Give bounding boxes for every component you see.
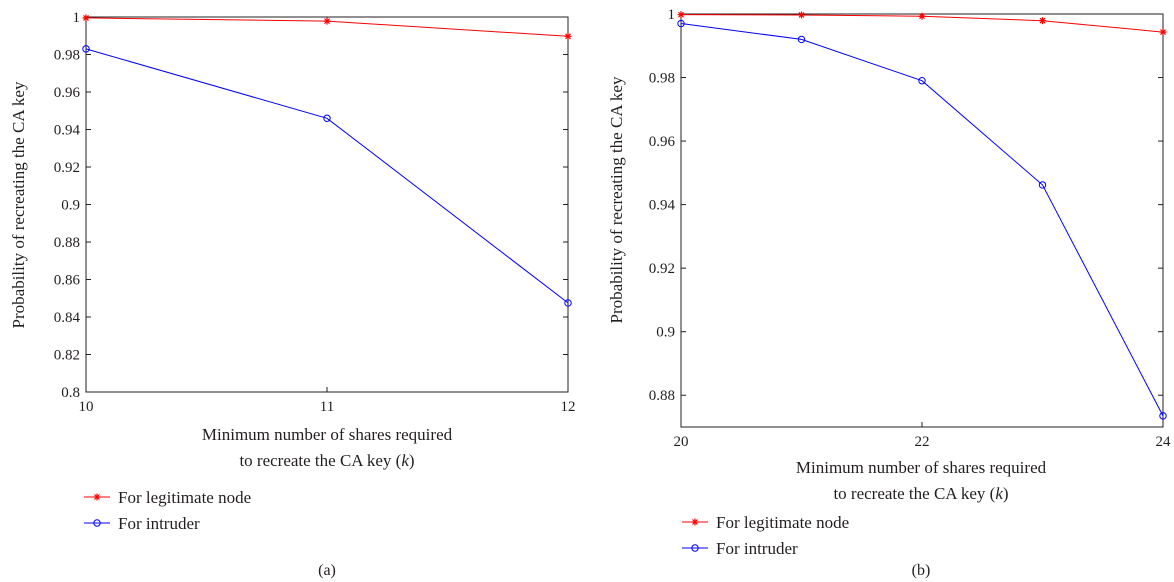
panel-a-series-line-intruder — [85, 48, 569, 304]
panel-b-legend-label-intruder: For intruder — [716, 539, 798, 558]
panel-b-legend-label-legitimate: For legitimate node — [716, 513, 849, 532]
panel-a-point-legitimate — [323, 17, 331, 25]
panel-a-xtick-labels: 10 11 12 — [79, 399, 576, 415]
panel-b-ytick-label: 0.96 — [649, 134, 676, 150]
panel-a-label: (a) — [318, 562, 336, 579]
panel-b-legend-item-legitimate: For legitimate node — [682, 513, 849, 532]
panel-a-xlabel-line2-suffix: ) — [409, 451, 415, 470]
panel-a-point-intruder — [82, 45, 90, 53]
panel-a-ytick-label: 0.88 — [54, 235, 80, 251]
panel-a-point-legitimate — [82, 14, 90, 22]
panel-b-xtick-labels: 20 22 24 — [674, 434, 1172, 450]
panel-a-ylabel: Probability of recreating the CA key — [9, 81, 28, 328]
panel-b-point-legitimate — [918, 12, 926, 20]
panel-b-ytick-label: 1 — [668, 7, 676, 23]
panel-b-point-intruder — [1159, 412, 1167, 420]
panel-a-xlabel-line2: to recreate the CA key (k) — [239, 451, 414, 470]
panel-b-xtick-label: 22 — [915, 434, 930, 450]
panel-b-xlabel-line2-prefix: to recreate the CA key ( — [833, 484, 995, 503]
panel-b-ytick-label: 0.94 — [649, 198, 676, 214]
panel-a-plot-frame — [85, 16, 569, 393]
panel-b-point-legitimate — [1039, 17, 1046, 25]
star-marker-icon — [93, 493, 101, 501]
panel-a-legend-label-legitimate: For legitimate node — [118, 488, 251, 507]
panel-a-ytick-label: 0.86 — [54, 273, 81, 289]
panel-a-ytick-labels: 0.8 0.82 0.84 0.86 0.88 0.9 0.92 0.94 0.96 0.98 1 — [54, 10, 81, 401]
panel-a-ytick-label: 0.9 — [61, 198, 80, 214]
panel-a-ytick-label: 0.96 — [54, 85, 81, 101]
panel-a-point-intruder — [564, 299, 572, 307]
panel-b-plot-frame — [680, 13, 1164, 428]
panel-a-legend-item-intruder: For intruder — [84, 514, 200, 533]
panel-b-legend-item-intruder: For intruder — [682, 539, 798, 558]
panel-a-ytick-label: 1 — [73, 10, 81, 26]
panel-a-ytick-label: 0.98 — [54, 48, 80, 64]
panel-b: 0.88 0.9 0.92 0.94 0.96 0.98 1 20 22 24 Probabil… — [607, 7, 1171, 579]
panel-b-grid-ticks — [680, 13, 1164, 427]
panel-a-xlabel-line2-prefix: to recreate the CA key ( — [239, 451, 401, 470]
panel-b-ytick-label: 0.98 — [649, 71, 675, 87]
panel-a-point-legitimate — [564, 32, 572, 40]
panel-a-xtick-label: 12 — [561, 399, 576, 415]
panel-b-xlabel-var: k — [995, 484, 1003, 503]
panel-b-point-intruder — [677, 19, 685, 28]
panel-a-xlabel-line1: Minimum number of shares required — [202, 425, 453, 444]
panel-b-ytick-label: 0.88 — [649, 388, 675, 404]
panel-b-xlabel-line1: Minimum number of shares required — [796, 458, 1047, 477]
panel-b-ytick-label: 0.92 — [649, 261, 675, 277]
panel-b-xtick-label: 20 — [674, 434, 689, 450]
panel-a-legend-item-legitimate: For legitimate node — [84, 488, 251, 507]
panel-a-ytick-label: 0.84 — [54, 310, 81, 326]
panel-a-ytick-label: 0.94 — [54, 123, 81, 139]
panel-a-ytick-label: 0.82 — [54, 348, 80, 364]
panel-b-xlabel-line2-suffix: ) — [1003, 484, 1009, 503]
panel-a-xlabel-var: k — [401, 451, 409, 470]
panel-b-point-intruder — [797, 35, 806, 44]
panel-b-series — [677, 11, 1167, 420]
panel-b-point-intruder — [1038, 181, 1047, 189]
panel-b-ylabel: Probability of recreating the CA key — [607, 76, 626, 323]
panel-a-point-intruder — [323, 114, 331, 122]
panel-a-xtick-label: 10 — [79, 399, 94, 415]
panel-a: 0.80.820.840.860.880.90.920.940.960.981 … — [9, 10, 576, 579]
star-marker-icon — [691, 518, 699, 526]
panel-b-xtick-label: 24 — [1156, 434, 1172, 450]
circle-marker-icon — [93, 519, 101, 527]
panel-a-legend: For legitimate node For intruder — [84, 488, 251, 533]
panel-a-ytick-label: 0.8 — [61, 385, 80, 401]
panel-b-label: (b) — [912, 562, 931, 579]
panel-a-xtick-label: 11 — [320, 399, 334, 415]
panel-a-legend-label-intruder: For intruder — [118, 514, 200, 533]
panel-b-ytick-label: 0.9 — [656, 325, 675, 341]
panel-b-point-legitimate — [677, 11, 685, 19]
panel-b-xlabel-line2: to recreate the CA key (k) — [833, 484, 1008, 503]
panel-a-grid-ticks — [85, 16, 569, 393]
panel-b-ytick-labels: 0.88 0.9 0.92 0.94 0.96 0.98 1 — [649, 7, 676, 404]
circle-marker-icon — [691, 544, 699, 552]
panel-b-legend: For legitimate node For intruder — [682, 513, 849, 558]
panel-b-point-intruder — [918, 77, 926, 85]
panel-a-ytick-label: 0.92 — [54, 160, 80, 176]
panel-b-point-legitimate — [798, 11, 805, 19]
panel-b-point-legitimate — [1159, 28, 1167, 36]
panel-a-series — [82, 14, 572, 307]
panel-b-series-line-intruder — [680, 23, 1164, 417]
